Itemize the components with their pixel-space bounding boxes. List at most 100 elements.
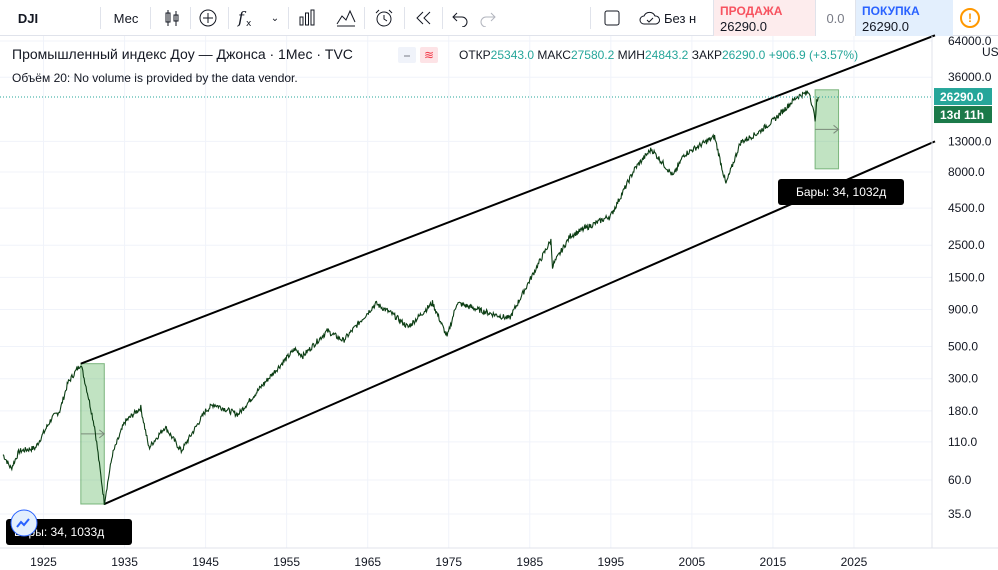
range-arrowhead xyxy=(833,124,840,134)
change-value: +906.9 (+3.57%) xyxy=(768,48,859,62)
candles-icon[interactable] xyxy=(158,0,186,36)
buy-label: ПОКУПКА xyxy=(862,4,920,18)
price-tick-label: 180.0 xyxy=(948,404,978,418)
redo-icon[interactable] xyxy=(476,0,500,36)
ohlc-values: ОТКР25343.0 МАКС27580.2 МИН24843.2 ЗАКР2… xyxy=(459,48,858,62)
close-label: ЗАКР xyxy=(691,48,722,62)
time-tick-label: 2025 xyxy=(841,555,868,569)
toolbar-divider xyxy=(590,7,591,29)
time-tick-label: 2015 xyxy=(760,555,787,569)
toolbar-divider xyxy=(228,7,229,29)
trend-channel-line xyxy=(80,34,936,365)
cloud-icon-path xyxy=(16,518,30,528)
svg-text:f: f xyxy=(237,8,247,27)
time-tick-label: 1975 xyxy=(435,555,462,569)
price-series xyxy=(2,90,819,505)
interval-label: Мес xyxy=(113,10,139,26)
toolbar-divider xyxy=(288,7,289,29)
square-icon[interactable] xyxy=(598,0,626,36)
line-chart-icon[interactable] xyxy=(332,0,360,36)
hide-legend-button[interactable]: ⎯ xyxy=(398,47,416,63)
toolbar-divider xyxy=(442,7,443,29)
countdown-badge xyxy=(934,106,992,124)
price-tick-label: 4500.0 xyxy=(948,201,985,215)
toolbar-divider xyxy=(100,7,101,29)
price-tick-label: 64000.0 xyxy=(948,34,992,48)
cloud-check-icon[interactable] xyxy=(636,0,664,36)
price-tick-label: 110.0 xyxy=(948,435,977,449)
chevron-down-icon[interactable]: ⌄ xyxy=(270,12,280,24)
currency-label: US xyxy=(982,45,998,59)
interval-button[interactable]: Мес xyxy=(106,0,146,36)
symbol-label: DJI xyxy=(17,10,39,26)
svg-text:x: x xyxy=(246,19,252,28)
symbol-search-button[interactable]: DJI xyxy=(8,0,48,36)
chart-grid xyxy=(0,36,932,548)
wave-icon[interactable]: ≋ xyxy=(420,47,438,63)
chart-labels: 26290.0 13d 11h Бары: 34, 1033д Бары: 34, 1… xyxy=(0,88,992,545)
range-label-bg xyxy=(6,519,132,545)
toolbar-divider xyxy=(364,7,365,29)
save-layout-button[interactable]: Без н xyxy=(664,0,698,36)
time-axis: 1925 1935 1945 1955 1965 1975 1985 1995 2005 2015… xyxy=(30,555,867,569)
volume-legend: Объём 20: No volume is provided by the d… xyxy=(12,71,298,85)
time-tick-label: 1955 xyxy=(273,555,300,569)
toolbar-divider xyxy=(190,7,191,29)
low-value: 24843.2 xyxy=(644,48,689,62)
toolbar-divider xyxy=(404,7,405,29)
range-arrowhead xyxy=(98,429,106,439)
open-label: ОТКР xyxy=(459,48,491,62)
price-tick-label: 300.0 xyxy=(948,372,978,386)
price-tick-label: 900.0 xyxy=(948,303,978,317)
range-label-2: Бары: 34, 1032д xyxy=(796,185,886,199)
cloud-icon xyxy=(10,509,38,537)
low-label: МИН xyxy=(617,48,645,62)
chart-legend-title: Промышленный индекс Доу — Джонса · 1Мес … xyxy=(12,46,353,62)
last-price-badge xyxy=(934,88,992,106)
price-tick-label: 35.0 xyxy=(948,507,972,521)
price-tick-label: 2500.0 xyxy=(948,238,985,252)
price-tick-label: 1500.0 xyxy=(948,270,985,284)
rewind-icon[interactable] xyxy=(410,0,438,36)
countdown-label: 13d 11h xyxy=(940,108,984,122)
close-value: 26290.0 xyxy=(721,48,766,62)
price-tick-label: 13000.0 xyxy=(948,134,992,148)
time-tick-label: 1965 xyxy=(354,555,381,569)
high-label: МАКС xyxy=(537,48,571,62)
time-tick-label: 2005 xyxy=(679,555,706,569)
sell-button[interactable]: ПРОДАЖА 26290.0 xyxy=(713,0,815,36)
channel-lines xyxy=(80,34,936,505)
price-tick-label: 8000.0 xyxy=(948,165,985,179)
buy-price: 26290.0 xyxy=(862,19,909,34)
high-value: 27580.2 xyxy=(570,48,615,62)
sell-label: ПРОДАЖА xyxy=(720,4,783,18)
save-layout-label: Без н xyxy=(664,10,697,26)
time-tick-label: 1985 xyxy=(516,555,543,569)
price-tick-label: 60.0 xyxy=(948,473,972,487)
sell-price: 26290.0 xyxy=(720,19,767,34)
bars-chart-icon[interactable] xyxy=(294,0,320,36)
spread-value: 0.0 xyxy=(815,0,855,36)
time-tick-label: 1925 xyxy=(30,555,57,569)
time-tick-label: 1935 xyxy=(111,555,138,569)
add-symbol-icon[interactable] xyxy=(194,0,222,36)
time-tick-label: 1945 xyxy=(192,555,219,569)
buy-button[interactable]: ПОКУПКА 26290.0 xyxy=(855,0,953,36)
cloud-icon-bg xyxy=(10,509,38,537)
price-tick-label: 500.0 xyxy=(948,340,978,354)
time-tick-label: 1995 xyxy=(597,555,624,569)
toolbar-divider xyxy=(150,7,151,29)
alarm-clock-icon[interactable] xyxy=(370,0,398,36)
last-price-label: 26290.0 xyxy=(940,90,984,104)
undo-icon[interactable] xyxy=(448,0,472,36)
info-icon[interactable]: ! xyxy=(960,8,980,28)
range-boxes xyxy=(80,89,840,505)
price-axis: 64000.0 36000.0 13000.0 8000.0 4500.0 2500.0 1… xyxy=(948,34,998,521)
open-value: 25343.0 xyxy=(490,48,535,62)
range-label-bg xyxy=(778,179,904,205)
range-label-1: Бары: 34, 1033д xyxy=(14,525,104,539)
price-tick-label: 36000.0 xyxy=(948,70,992,84)
